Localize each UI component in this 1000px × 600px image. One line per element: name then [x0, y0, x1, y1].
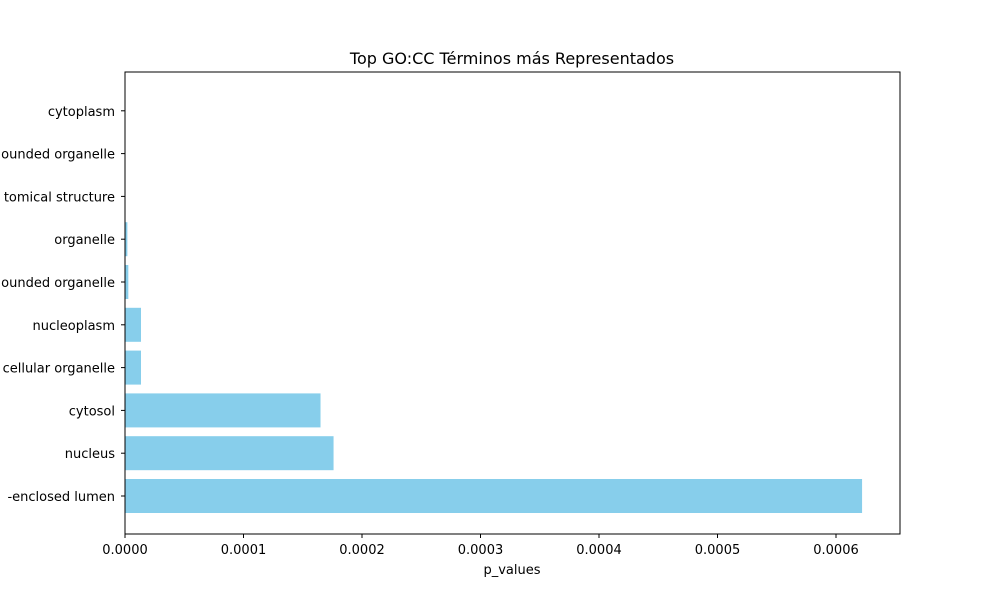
y-tick-label: cytoplasm	[48, 105, 115, 120]
y-tick-label: nucleus	[65, 447, 115, 462]
y-axis-ticks: -enclosed lumen nucleus cytosol cellular or…	[1, 105, 125, 505]
y-tick-label: tomical structure	[4, 190, 115, 205]
x-tick-label: 0.0005	[695, 543, 741, 558]
x-tick-label: 0.0001	[221, 543, 267, 558]
y-tick-label: -enclosed lumen	[7, 490, 115, 505]
y-tick-label: organelle	[54, 233, 115, 248]
bar	[125, 222, 128, 257]
bar	[125, 436, 334, 471]
x-axis-ticks: 0.0000 0.0001 0.0002 0.0003 0.0004 0.0005 0.00…	[102, 534, 859, 558]
bar	[125, 479, 863, 513]
bar	[125, 393, 321, 428]
bar	[125, 265, 129, 299]
y-tick-label: nucleoplasm	[33, 319, 115, 334]
x-tick-label: 0.0000	[102, 543, 148, 558]
bar	[125, 307, 141, 342]
x-axis-label: p_values	[483, 563, 540, 578]
x-tick-label: 0.0003	[458, 543, 504, 558]
y-tick-label: ounded organelle	[1, 148, 115, 163]
bars-group	[125, 93, 863, 513]
bar	[125, 350, 141, 385]
x-tick-label: 0.0006	[813, 543, 859, 558]
x-tick-label: 0.0004	[576, 543, 622, 558]
y-tick-label: ounded organelle	[1, 276, 115, 291]
x-tick-label: 0.0002	[339, 543, 385, 558]
y-tick-label: cellular organelle	[3, 362, 115, 377]
plot-frame	[124, 71, 901, 535]
chart-title: Top GO:CC Términos más Representados	[349, 49, 674, 68]
y-tick-label: cytosol	[69, 404, 115, 419]
